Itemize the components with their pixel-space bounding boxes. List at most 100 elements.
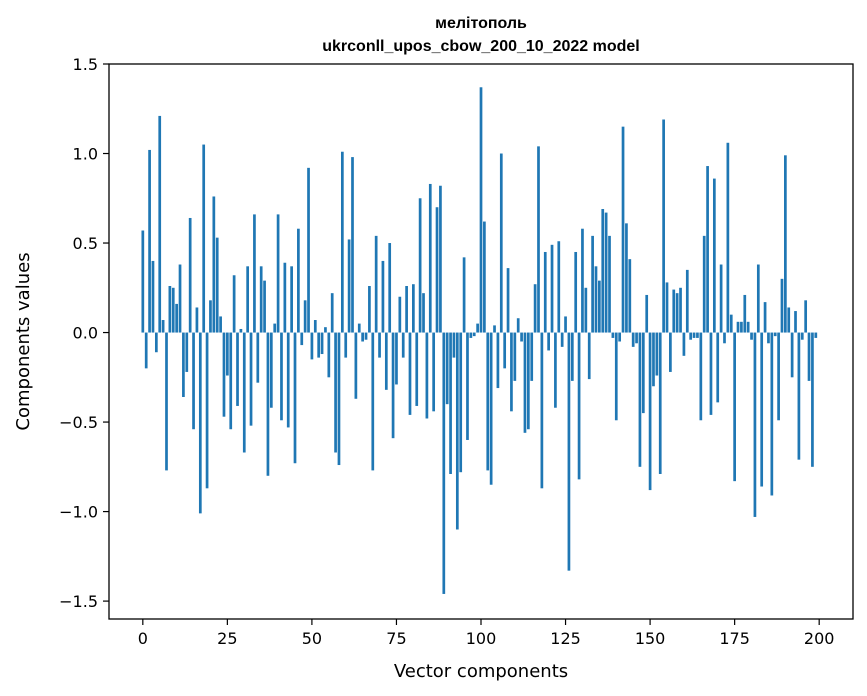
- bar: [736, 321, 740, 333]
- bar: [408, 332, 412, 415]
- bar: [631, 332, 635, 347]
- bar: [236, 332, 239, 406]
- bar: [182, 332, 185, 397]
- bar: [794, 311, 797, 333]
- bar: [144, 332, 148, 369]
- bar: [286, 332, 290, 428]
- bar: [716, 332, 720, 403]
- bar: [340, 151, 344, 333]
- bar: [658, 332, 662, 474]
- bar: [811, 332, 814, 467]
- bar: [324, 327, 327, 333]
- bar: [259, 266, 263, 333]
- bar: [753, 332, 757, 517]
- bar: [222, 332, 226, 417]
- bar: [773, 332, 777, 337]
- bar: [581, 228, 584, 333]
- bar: [696, 332, 699, 338]
- x-tick-label: 100: [466, 629, 497, 648]
- bar: [401, 332, 405, 358]
- bar: [242, 332, 246, 453]
- x-tick-label: 0: [138, 629, 148, 648]
- bar: [486, 332, 490, 471]
- bar: [516, 318, 520, 333]
- bar: [577, 332, 581, 480]
- bar: [249, 332, 253, 426]
- bar: [692, 332, 696, 338]
- bar: [526, 332, 530, 430]
- bar: [510, 332, 513, 412]
- y-axis-label: Components values: [13, 252, 34, 430]
- bar: [706, 166, 709, 333]
- bar: [804, 300, 808, 333]
- bar: [662, 119, 665, 333]
- bar: [672, 289, 676, 333]
- bar: [205, 332, 209, 489]
- bar: [398, 296, 402, 333]
- x-axis-label: Vector components: [394, 661, 568, 682]
- bar: [388, 243, 392, 333]
- bar: [455, 332, 459, 530]
- bar: [685, 269, 689, 333]
- bar: [364, 332, 368, 340]
- bar: [533, 284, 537, 333]
- bar: [763, 302, 767, 333]
- bar: [452, 332, 456, 358]
- bar: [202, 144, 206, 333]
- bar: [195, 307, 199, 333]
- bar: [300, 332, 304, 346]
- bar: [212, 196, 216, 333]
- bar: [780, 278, 784, 333]
- bar: [178, 264, 182, 333]
- x-tick-label: 150: [635, 629, 666, 648]
- bar: [543, 251, 547, 333]
- bar: [361, 332, 364, 342]
- bar: [293, 332, 297, 464]
- bar: [171, 287, 175, 333]
- y-tick-label: 1.0: [73, 145, 98, 164]
- bar: [520, 332, 523, 342]
- bar: [175, 303, 178, 333]
- bar: [608, 235, 611, 333]
- bar: [665, 282, 669, 333]
- bar: [750, 332, 753, 340]
- bar: [702, 235, 706, 333]
- bar: [418, 198, 422, 333]
- bar: [787, 307, 791, 333]
- bar: [320, 332, 324, 355]
- y-tick-label: 0.0: [73, 324, 98, 343]
- bar: [185, 332, 189, 372]
- bar: [784, 155, 787, 333]
- bar: [395, 332, 398, 385]
- bar: [743, 294, 747, 333]
- bar: [669, 332, 672, 372]
- bar: [442, 332, 446, 594]
- bar: [689, 332, 693, 340]
- bar: [445, 332, 449, 405]
- bar: [547, 332, 550, 351]
- y-tick-label: 1.5: [73, 55, 98, 74]
- bar: [557, 241, 561, 333]
- bar: [726, 142, 730, 333]
- y-tick-label: −1.5: [59, 592, 98, 611]
- bar: [635, 332, 638, 344]
- bar: [378, 332, 381, 358]
- bar: [567, 332, 571, 571]
- bar: [425, 332, 429, 419]
- x-axis: 0 25 50 75 100 125 150 175 200: [138, 619, 834, 648]
- bar: [151, 260, 155, 333]
- bar: [790, 332, 794, 378]
- bar: [334, 332, 337, 453]
- y-tick-label: −0.5: [59, 413, 98, 432]
- bar: [327, 332, 331, 378]
- bar: [537, 146, 540, 333]
- chart-subtitle: ukrconll_upos_cbow_200_10_2022 model: [322, 38, 639, 55]
- bar: [412, 284, 415, 333]
- bar: [506, 268, 510, 333]
- bar: [469, 332, 473, 338]
- bar: [273, 323, 277, 333]
- bar: [800, 332, 804, 340]
- bar: [192, 332, 195, 430]
- bar: [290, 266, 293, 333]
